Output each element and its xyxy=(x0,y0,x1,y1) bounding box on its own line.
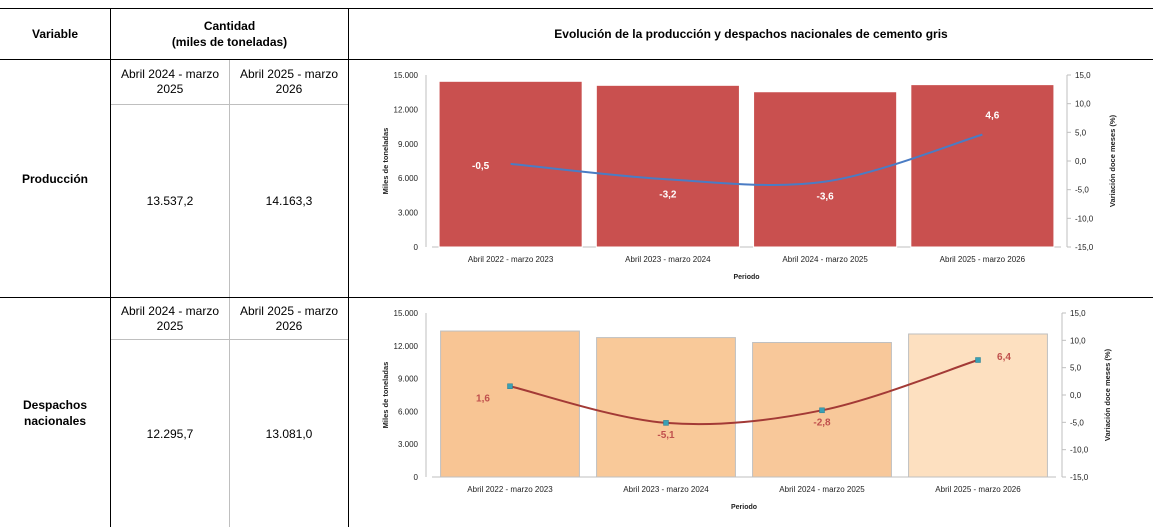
line-marker xyxy=(507,383,513,390)
y2-tick-label: 5,0 xyxy=(1070,364,1082,373)
y2-axis-title: Variación doce meses (%) xyxy=(1103,348,1112,441)
y2-tick-label: -10,0 xyxy=(1075,214,1094,223)
y-tick-label: 3.000 xyxy=(398,209,419,218)
variation-line xyxy=(509,359,979,426)
row1-period2-a: Abril 2025 - marzo xyxy=(239,67,339,81)
x-tick-label: Abril 2025 - marzo 2026 xyxy=(935,485,1021,494)
row2-period1-header: Abril 2024 - marzo 2025 xyxy=(111,298,229,339)
y2-tick-label: 0,0 xyxy=(1075,157,1087,166)
col-divider-chart xyxy=(348,8,349,527)
y-tick-label: 6.000 xyxy=(398,174,419,183)
row1-period1-a: Abril 2024 - marzo xyxy=(120,67,220,81)
data-label: -3,6 xyxy=(817,192,835,203)
x-tick-label: Abril 2025 - marzo 2026 xyxy=(940,255,1026,264)
y2-tick-label: 10,0 xyxy=(1070,336,1086,345)
row2-period2-header: Abril 2025 - marzo 2026 xyxy=(230,298,348,339)
y2-tick-label: -15,0 xyxy=(1075,243,1094,252)
y2-tick-label: 15,0 xyxy=(1075,71,1091,80)
row-label-despachos-line2: nacionales xyxy=(23,413,87,428)
header-cantidad-line1: Cantidad xyxy=(203,19,256,33)
table-top-border xyxy=(0,8,1153,9)
despachos-chart: 0 3.000 6.000 9.000 12.000 15.000 -15,0 -10,0 -5… xyxy=(381,309,1112,511)
x-tick-label: Abril 2022 - marzo 2023 xyxy=(467,485,553,494)
y2-tick-label: 0,0 xyxy=(1070,391,1082,400)
x-tick-label: Abril 2024 - marzo 2025 xyxy=(779,485,865,494)
y-tick-label: 15.000 xyxy=(394,309,419,318)
col-divider-variable xyxy=(110,8,111,527)
row-label-despachos-line1: Despachos xyxy=(22,397,88,412)
x-tick-label: Abril 2023 - marzo 2024 xyxy=(625,255,711,264)
bar xyxy=(910,84,1055,248)
row2-period2-a: Abril 2025 - marzo xyxy=(239,303,339,318)
y-tick-label: 12.000 xyxy=(394,342,419,351)
y-tick-label: 15.000 xyxy=(394,71,419,80)
data-label: -2,8 xyxy=(813,417,831,428)
produccion-chart: 0 3.000 6.000 9.000 12.000 15.000 -15,0 -10,0 -5… xyxy=(381,71,1117,281)
data-label: -3,2 xyxy=(659,189,677,200)
x-axis-title: Periodo xyxy=(733,274,759,281)
header-cantidad-line2: (miles de toneladas) xyxy=(171,35,288,49)
data-label: -0,5 xyxy=(472,161,490,172)
line-marker xyxy=(819,407,825,414)
x-axis-title: Periodo xyxy=(731,504,757,511)
line-marker xyxy=(975,357,981,363)
bar xyxy=(595,84,740,248)
row-label-produccion: Producción xyxy=(21,171,88,186)
row1-period1-header: Abril 2024 - marzo 2025 xyxy=(111,60,229,104)
y-tick-label: 0 xyxy=(414,473,419,482)
bar xyxy=(440,330,580,478)
row1-value1: 13.537,2 xyxy=(146,194,194,208)
line-marker xyxy=(663,420,669,426)
y2-tick-label: 5,0 xyxy=(1075,128,1087,137)
row2-value2: 13.081,0 xyxy=(265,426,313,441)
y-tick-label: 9.000 xyxy=(398,375,419,384)
y2-axis-title: Variación doce meses (%) xyxy=(1108,114,1117,207)
row2-period1-a: Abril 2024 - marzo xyxy=(120,303,220,318)
data-label: -5,1 xyxy=(657,430,675,441)
data-label: 4,6 xyxy=(985,111,999,122)
row1-period2-header: Abril 2025 - marzo 2026 xyxy=(230,60,348,104)
header-cantidad: Cantidad (miles de toneladas) xyxy=(111,9,348,59)
bar xyxy=(908,333,1048,478)
y2-tick-label: 15,0 xyxy=(1070,309,1086,318)
x-tick-label: Abril 2024 - marzo 2025 xyxy=(782,255,868,264)
y-axis-title: Miles de toneladas xyxy=(381,362,390,429)
row-label-despachos: Despachos nacionales xyxy=(0,298,110,527)
y-tick-label: 6.000 xyxy=(398,407,419,416)
bar xyxy=(596,337,736,478)
y-tick-label: 0 xyxy=(414,243,419,252)
header-bottom-border xyxy=(0,59,1153,60)
row1-value2: 14.163,3 xyxy=(265,194,313,208)
y2-tick-label: -5,0 xyxy=(1070,418,1084,427)
y2-tick-label: 10,0 xyxy=(1075,100,1091,109)
y2-tick-label: -5,0 xyxy=(1075,186,1089,195)
y-tick-label: 9.000 xyxy=(398,140,419,149)
y-axis-title: Miles de toneladas xyxy=(381,128,390,195)
row2-col-divider xyxy=(229,298,230,527)
row1-col-divider xyxy=(229,60,230,297)
y-tick-label: 3.000 xyxy=(398,440,419,449)
row2-period2-b: 2026 xyxy=(275,318,303,333)
row-divider xyxy=(0,297,1153,298)
row1-period1-b: 2025 xyxy=(156,82,184,96)
variation-line xyxy=(510,133,983,187)
y2-tick-label: -10,0 xyxy=(1070,446,1089,455)
data-label: 6,4 xyxy=(997,352,1011,363)
header-variable: Variable xyxy=(31,27,79,41)
x-tick-label: Abril 2022 - marzo 2023 xyxy=(468,255,554,264)
x-tick-label: Abril 2023 - marzo 2024 xyxy=(623,485,709,494)
bar xyxy=(753,91,898,248)
header-chart-title: Evolución de la producción y despachos n… xyxy=(554,27,948,41)
y-tick-label: 12.000 xyxy=(394,105,419,114)
row2-value1: 12.295,7 xyxy=(146,426,194,441)
row2-period1-b: 2025 xyxy=(156,318,184,333)
data-label: 1,6 xyxy=(476,393,490,404)
y2-tick-label: -15,0 xyxy=(1070,473,1089,482)
row1-period2-b: 2026 xyxy=(275,82,303,96)
